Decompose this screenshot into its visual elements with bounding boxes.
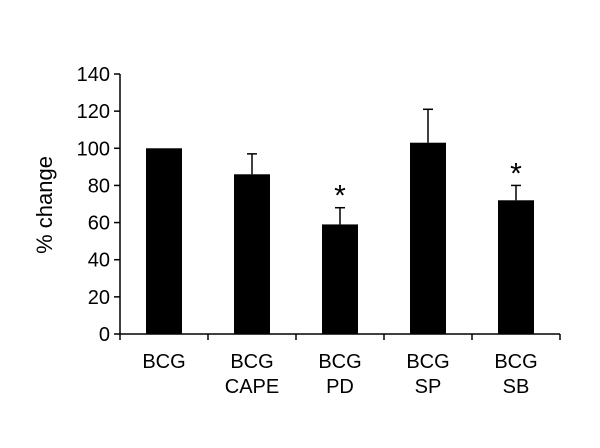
bar [498, 200, 534, 334]
category-label: BCG SB [494, 351, 537, 398]
category-label-line: BCG [230, 351, 273, 373]
bars [146, 142, 534, 334]
y-tick-label: 100 [77, 138, 110, 160]
bar [410, 142, 446, 334]
significance-marks: ** [334, 157, 522, 212]
bar [146, 148, 182, 334]
category-label: BCG CAPE [225, 351, 279, 398]
category-label: BCG [142, 351, 185, 373]
category-label-line: SB [503, 376, 530, 398]
category-label-line: BCG [494, 351, 537, 373]
category-label-line: CAPE [225, 376, 279, 398]
category-labels: BCG BCG CAPE BCG PD BCG SP BCG SB [142, 351, 537, 398]
x-axis [119, 333, 561, 340]
y-axis-title: % change [32, 156, 57, 254]
category-label-line: SP [415, 376, 442, 398]
bar [234, 174, 270, 334]
category-label-line: BCG [406, 351, 449, 373]
category-label: BCG PD [318, 351, 361, 398]
y-tick-label: 120 [77, 101, 110, 123]
significance-asterisk: * [334, 180, 346, 213]
y-tick-label: 0 [99, 324, 110, 346]
category-label: BCG SP [406, 351, 449, 398]
category-label-line: BCG [142, 351, 185, 373]
significance-asterisk: * [510, 157, 522, 190]
y-tick-label: 40 [88, 250, 110, 272]
y-tick-label: 140 [77, 64, 110, 86]
y-tick-label: 20 [88, 287, 110, 309]
category-label-line: BCG [318, 351, 361, 373]
bar [322, 224, 358, 334]
y-tick-label: 60 [88, 213, 110, 235]
category-label-line: PD [326, 376, 354, 398]
y-axis: 0 20 40 60 80 100 120 140 [77, 64, 121, 346]
y-tick-label: 80 [88, 175, 110, 197]
error-bars [247, 108, 521, 225]
